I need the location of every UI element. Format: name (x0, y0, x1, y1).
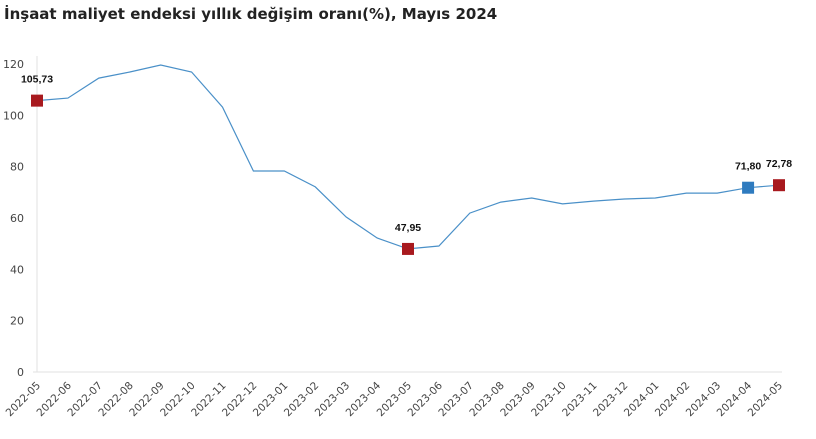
data-label: 105,73 (21, 74, 53, 86)
data-label: 72,78 (766, 158, 792, 170)
x-axis: 2022-052022-062022-072022-082022-092022-… (4, 371, 785, 419)
highlight-marker (402, 242, 414, 255)
highlight-marker (31, 94, 43, 107)
data-annotations: 105,73 47,95 71,80 72,78 (21, 74, 792, 255)
y-tick-label: 0 (17, 366, 24, 379)
data-label: 71,80 (735, 161, 761, 173)
y-tick-label: 40 (10, 263, 24, 276)
data-label: 47,95 (395, 222, 421, 234)
y-tick-label: 80 (10, 161, 24, 174)
highlight-marker (773, 179, 785, 192)
y-tick-label: 100 (3, 109, 24, 122)
y-tick-label: 60 (10, 212, 24, 225)
chart-title: İnşaat maliyet endeksi yıllık değişim or… (4, 5, 498, 23)
y-tick-label: 20 (10, 315, 24, 328)
y-axis: 0 20 40 60 80 100 120 (3, 56, 38, 379)
y-tick-label: 120 (3, 58, 24, 71)
highlight-marker (742, 181, 755, 194)
